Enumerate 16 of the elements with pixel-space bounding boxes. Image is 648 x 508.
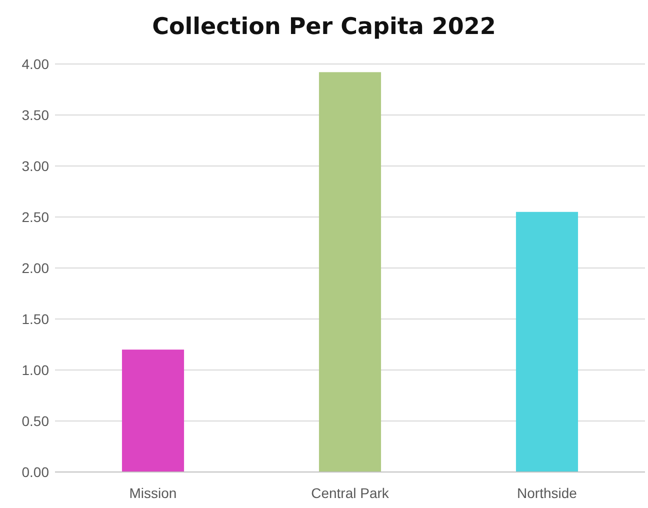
y-tick-label: 3.00 (22, 158, 50, 174)
y-tick-label: 1.00 (22, 362, 50, 378)
chart-title: Collection Per Capita 2022 (152, 14, 496, 40)
y-tick-label: 4.00 (22, 56, 50, 72)
y-tick-label: 0.00 (22, 464, 50, 480)
bar (122, 350, 184, 472)
bar (318, 72, 382, 472)
x-tick-label: Mission (129, 485, 177, 501)
y-tick-label: 2.00 (22, 260, 50, 276)
y-tick-label: 2.50 (22, 208, 50, 225)
bar (516, 212, 578, 472)
y-tick-label: 1.50 (22, 310, 50, 327)
x-tick-label: Central Park (311, 485, 390, 501)
y-tick-label: 0.50 (22, 412, 50, 429)
y-tick-label: 3.50 (22, 106, 50, 123)
x-tick-label: Northside (517, 485, 578, 501)
